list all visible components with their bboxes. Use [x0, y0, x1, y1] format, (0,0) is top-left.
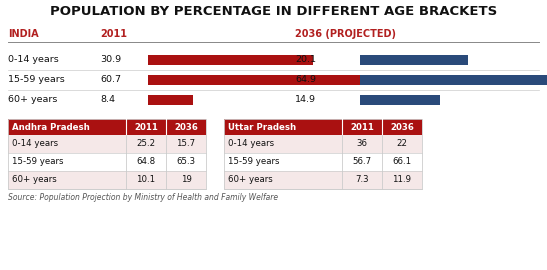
Text: 7.3: 7.3 — [355, 176, 369, 184]
Text: 60.7: 60.7 — [100, 76, 121, 85]
Text: 30.9: 30.9 — [100, 56, 121, 65]
Text: INDIA: INDIA — [8, 29, 39, 39]
Text: 2036: 2036 — [174, 123, 198, 131]
Text: 15-59 years: 15-59 years — [8, 76, 65, 85]
Bar — [360, 95, 440, 105]
Text: 36: 36 — [357, 140, 368, 148]
Text: 60+ years: 60+ years — [8, 96, 57, 104]
Text: 25.2: 25.2 — [136, 140, 155, 148]
Bar — [224, 119, 422, 189]
Bar — [8, 119, 206, 135]
Bar — [224, 171, 422, 189]
Bar — [224, 135, 422, 153]
Bar — [8, 119, 206, 189]
Text: 65.3: 65.3 — [177, 157, 196, 167]
Bar — [148, 55, 313, 65]
Text: 0-14 years: 0-14 years — [12, 140, 58, 148]
Bar — [148, 75, 473, 85]
Text: 2036 (PROJECTED): 2036 (PROJECTED) — [295, 29, 396, 39]
Text: 0-14 years: 0-14 years — [228, 140, 274, 148]
Text: 2011: 2011 — [100, 29, 127, 39]
Text: 64.8: 64.8 — [136, 157, 155, 167]
Text: 2011: 2011 — [350, 123, 374, 131]
Text: 66.1: 66.1 — [392, 157, 411, 167]
Text: 15-59 years: 15-59 years — [12, 157, 63, 167]
Bar — [8, 171, 206, 189]
Text: 22: 22 — [397, 140, 408, 148]
Text: 20.1: 20.1 — [295, 56, 316, 65]
Text: 15-59 years: 15-59 years — [228, 157, 280, 167]
Text: Source: Population Projection by Ministry of Health and Family Welfare: Source: Population Projection by Ministr… — [8, 193, 278, 202]
Text: 2036: 2036 — [390, 123, 414, 131]
Text: 11.9: 11.9 — [393, 176, 411, 184]
Text: 0-14 years: 0-14 years — [8, 56, 59, 65]
Text: POPULATION BY PERCENTAGE IN DIFFERENT AGE BRACKETS: POPULATION BY PERCENTAGE IN DIFFERENT AG… — [50, 5, 497, 18]
Bar — [224, 119, 422, 135]
Bar — [360, 55, 468, 65]
Text: 14.9: 14.9 — [295, 96, 316, 104]
Text: 2011: 2011 — [134, 123, 158, 131]
Bar — [8, 135, 206, 153]
Bar — [148, 95, 193, 105]
Text: 10.1: 10.1 — [136, 176, 155, 184]
Text: 60+ years: 60+ years — [228, 176, 273, 184]
Text: 8.4: 8.4 — [100, 96, 115, 104]
Bar — [224, 153, 422, 171]
Bar — [8, 153, 206, 171]
Bar — [360, 75, 547, 85]
Text: 64.9: 64.9 — [295, 76, 316, 85]
Text: 60+ years: 60+ years — [12, 176, 57, 184]
Text: Andhra Pradesh: Andhra Pradesh — [12, 123, 90, 131]
Text: 19: 19 — [181, 176, 191, 184]
Text: Uttar Pradesh: Uttar Pradesh — [228, 123, 296, 131]
Text: 15.7: 15.7 — [177, 140, 196, 148]
Text: 56.7: 56.7 — [352, 157, 371, 167]
